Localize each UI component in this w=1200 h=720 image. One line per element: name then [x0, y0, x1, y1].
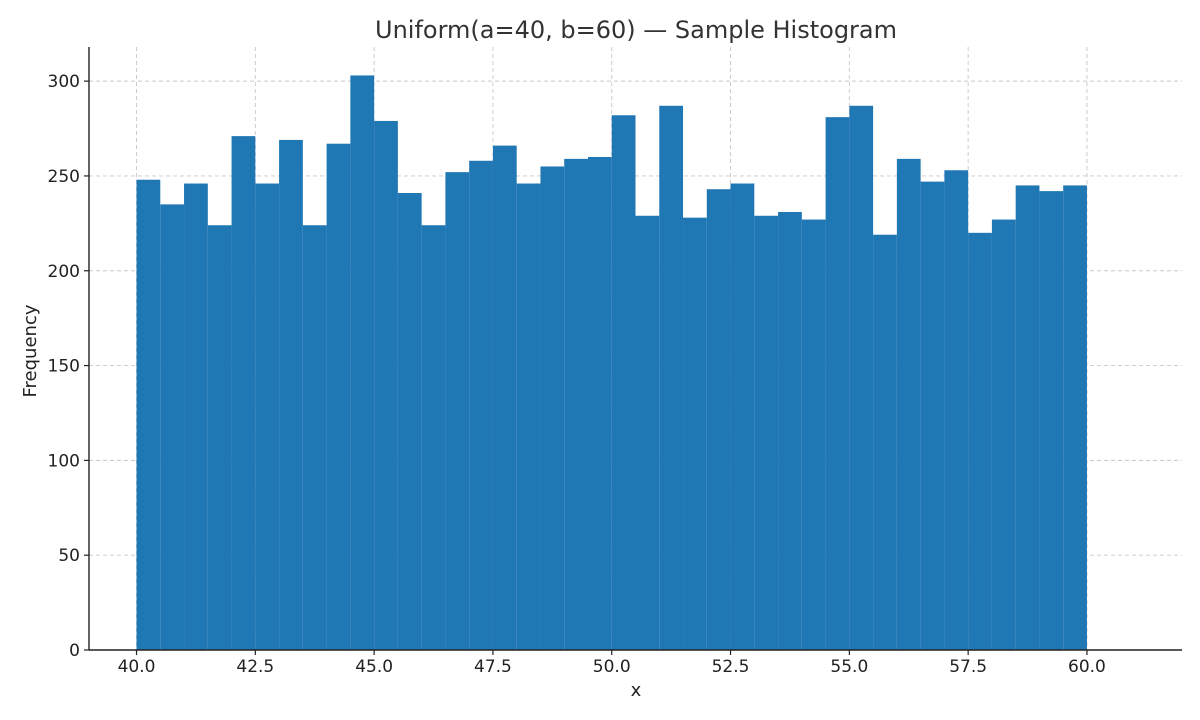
histogram-bar	[302, 225, 327, 650]
y-tick-label: 300	[48, 72, 80, 92]
x-tick-label: 55.0	[830, 657, 868, 677]
y-tick-label: 50	[58, 546, 80, 566]
histogram-bar	[801, 219, 826, 650]
histogram-bar	[279, 139, 303, 650]
axes-layer	[88, 47, 1182, 651]
histogram-bar	[873, 234, 897, 650]
x-tick-label: 45.0	[355, 657, 393, 677]
y-tick-label: 0	[69, 641, 80, 661]
histogram-bar	[944, 170, 969, 651]
y-tick-label: 100	[48, 451, 80, 471]
histogram-bar	[445, 172, 470, 650]
histogram-bar	[469, 160, 493, 650]
histogram-bar	[991, 219, 1016, 650]
histogram-bar	[350, 75, 375, 650]
y-tick-label: 250	[48, 167, 80, 187]
histogram-bar	[754, 215, 779, 650]
bars-layer	[136, 75, 1087, 651]
histogram-bar	[231, 136, 256, 651]
y-tick-label: 150	[48, 357, 80, 377]
histogram-bar	[706, 189, 731, 650]
y-tick-label: 200	[48, 262, 80, 282]
histogram-bar	[492, 145, 517, 651]
x-tick-label: 40.0	[118, 657, 156, 677]
histogram-bar	[1039, 191, 1064, 650]
histogram-bar	[564, 158, 588, 650]
histogram-bar	[540, 166, 565, 650]
histogram-bar	[207, 225, 232, 650]
histogram-bar	[1063, 185, 1087, 650]
histogram-bar	[659, 105, 684, 650]
histogram-bar	[516, 183, 541, 650]
histogram-bar	[397, 193, 422, 650]
histogram-bar	[611, 115, 636, 650]
histogram-bar	[896, 158, 921, 650]
x-tick-label: 57.5	[949, 657, 987, 677]
histogram-bar	[1015, 185, 1040, 650]
histogram-bar	[255, 183, 280, 650]
histogram-bar	[635, 215, 660, 650]
chart-title: Uniform(a=40, b=60) — Sample Histogram	[375, 16, 897, 44]
x-axis-label: x	[631, 680, 642, 701]
histogram-bar	[849, 105, 874, 650]
x-tick-label: 60.0	[1068, 657, 1106, 677]
histogram-bar	[184, 183, 208, 650]
x-tick-label: 42.5	[236, 657, 274, 677]
x-tick-label: 50.0	[593, 657, 631, 677]
ticks-layer: 40.0 42.5 45.0 47.5 50.0 52.5 55.0 57.5 60.0 0 50 1…	[48, 72, 1106, 677]
histogram-bar	[160, 204, 185, 651]
y-axis-label: Frequency	[20, 304, 41, 397]
x-tick-label: 47.5	[474, 657, 512, 677]
histogram-bar	[778, 211, 802, 651]
histogram-bar	[920, 181, 945, 650]
histogram-bar	[683, 217, 707, 650]
histogram-bar	[374, 120, 398, 651]
histogram-bar	[730, 183, 755, 650]
histogram-bar	[421, 225, 446, 650]
x-tick-label: 52.5	[712, 657, 750, 677]
histogram-bar	[825, 117, 850, 650]
histogram-bar	[587, 156, 612, 650]
histogram-bar	[136, 179, 161, 651]
histogram-bar	[326, 143, 351, 650]
histogram-bar	[968, 232, 992, 650]
